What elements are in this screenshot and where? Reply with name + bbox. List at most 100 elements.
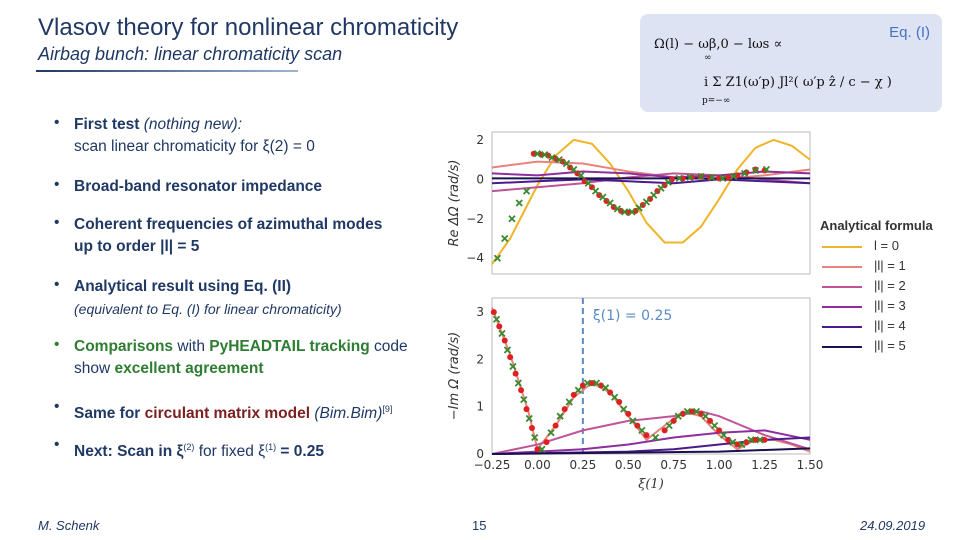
x-tick-label: 1.50 xyxy=(797,458,824,472)
data-point xyxy=(665,421,673,430)
data-point xyxy=(520,395,528,404)
bullet-6-p1: Same for xyxy=(74,405,145,423)
data-point xyxy=(503,346,512,354)
data-point xyxy=(515,199,523,207)
legend-item: |l| = 5 xyxy=(820,337,933,357)
y-tick-label: 2 xyxy=(476,133,484,147)
bullet-5-p2: with xyxy=(173,338,210,355)
y-tick-label: −2 xyxy=(466,212,484,226)
y-axis-label: −Im Ω (rad/s) xyxy=(447,332,462,420)
data-point xyxy=(584,179,592,187)
data-point xyxy=(738,440,746,449)
data-point xyxy=(743,439,750,446)
data-point xyxy=(493,254,502,262)
y-tick-label: 0 xyxy=(476,447,484,461)
equation-label: Eq. (I) xyxy=(889,24,930,41)
bullet-5-p3: PyHEADTAIL tracking xyxy=(209,338,370,355)
equation-line2: i Σ Z1(ω′p) Jl²( ω′p ẑ / c − χ ) xyxy=(704,75,892,90)
data-point xyxy=(651,433,660,442)
bullet-1-bold: First test xyxy=(74,116,140,133)
bullet-6-p3: (Bim.Bim) xyxy=(310,405,383,423)
data-point xyxy=(719,174,727,182)
slide-subtitle: Airbag bunch: linear chromaticity scan xyxy=(38,44,342,65)
legend-item: |l| = 2 xyxy=(820,277,933,297)
data-point xyxy=(751,166,760,175)
equation-graphic: Ω(l) − ωβ,0 − lωs ∝ ∞ p=−∞ i Σ Z1(ω′p) J… xyxy=(654,37,892,106)
data-point xyxy=(579,382,586,389)
data-point xyxy=(562,159,571,168)
legend-label: |l| = 2 xyxy=(874,278,906,293)
series-line xyxy=(491,178,811,185)
bullet-1-line2: scan linear chromaticity for ξ(2) = 0 xyxy=(74,138,315,155)
data-point xyxy=(538,445,546,453)
data-point xyxy=(501,234,509,243)
legend-label: l = 0 xyxy=(874,238,899,253)
data-point xyxy=(674,412,682,420)
data-point xyxy=(734,441,741,448)
bullet-6-p2: circulant matrix model xyxy=(144,405,311,423)
data-point xyxy=(588,380,595,387)
x-tick-label: −0.25 xyxy=(474,458,511,472)
data-point xyxy=(509,362,517,371)
data-point xyxy=(725,174,732,181)
data-point xyxy=(729,438,737,446)
data-point xyxy=(683,407,691,416)
data-point xyxy=(599,193,607,201)
data-point xyxy=(547,429,555,437)
data-point xyxy=(525,414,533,423)
bullet-6-sup: [9] xyxy=(382,404,393,414)
x-tick-label: 1.25 xyxy=(751,458,778,472)
y-tick-label: 0 xyxy=(476,172,484,186)
footer-author: M. Schenk xyxy=(38,518,100,533)
y-tick-label: −4 xyxy=(466,251,484,265)
bullet-7-sup2: (1) xyxy=(265,442,277,452)
data-point xyxy=(523,406,530,413)
data-point xyxy=(561,406,568,413)
footer-date: 24.09.2019 xyxy=(860,518,926,533)
bullet-dot: • xyxy=(54,176,60,193)
bullet-dot: • xyxy=(54,214,60,231)
data-point xyxy=(657,184,665,192)
data-point xyxy=(692,407,701,416)
bullet-5-p4: code xyxy=(369,338,408,355)
data-point xyxy=(747,436,755,444)
bullet-4-small: (equivalent to Eq. (I) for linear chroma… xyxy=(74,301,342,317)
data-point xyxy=(543,439,550,446)
bullet-4-bold: Analytical result using Eq. (II) xyxy=(74,278,292,295)
bullet-5-p1: Comparisons xyxy=(74,338,174,355)
data-point xyxy=(507,354,514,361)
data-point xyxy=(720,431,728,439)
data-point xyxy=(670,417,677,424)
x-tick-label: 0.25 xyxy=(569,458,596,472)
legend-swatch xyxy=(822,246,862,248)
data-point xyxy=(514,379,522,387)
data-point xyxy=(752,436,759,443)
data-point xyxy=(533,150,542,158)
legend-label: |l| = 3 xyxy=(874,298,906,313)
bullet-dot: • xyxy=(54,114,60,131)
data-point xyxy=(607,389,614,396)
legend-item: l = 0 xyxy=(820,237,933,257)
bullet-7-p3: = 0.25 xyxy=(276,443,324,461)
data-point xyxy=(555,155,563,164)
data-point xyxy=(621,208,629,216)
x-axis-label: ξ(1) xyxy=(638,477,664,492)
series-line xyxy=(491,447,811,455)
data-point xyxy=(707,417,714,424)
series-line xyxy=(491,410,811,455)
series-line xyxy=(491,138,811,265)
legend-label: |l| = 1 xyxy=(874,258,906,273)
y-tick-label: 1 xyxy=(476,400,484,414)
data-point xyxy=(638,426,646,435)
legend-swatch xyxy=(822,286,862,288)
chart-imag-part: 0 1 2 3 −0.25 0.00 0.25 0.50 0.75 1.00 1.25 1.50 −Im… xyxy=(447,297,824,492)
data-point xyxy=(697,172,705,181)
data-point xyxy=(708,173,716,181)
data-point xyxy=(601,384,610,392)
data-point xyxy=(534,446,541,453)
x-tick-label: 0.50 xyxy=(615,458,642,472)
plot-area xyxy=(491,297,811,455)
data-point xyxy=(496,323,503,330)
bullet-1-italic: (nothing new): xyxy=(139,116,242,133)
data-point xyxy=(498,329,506,338)
